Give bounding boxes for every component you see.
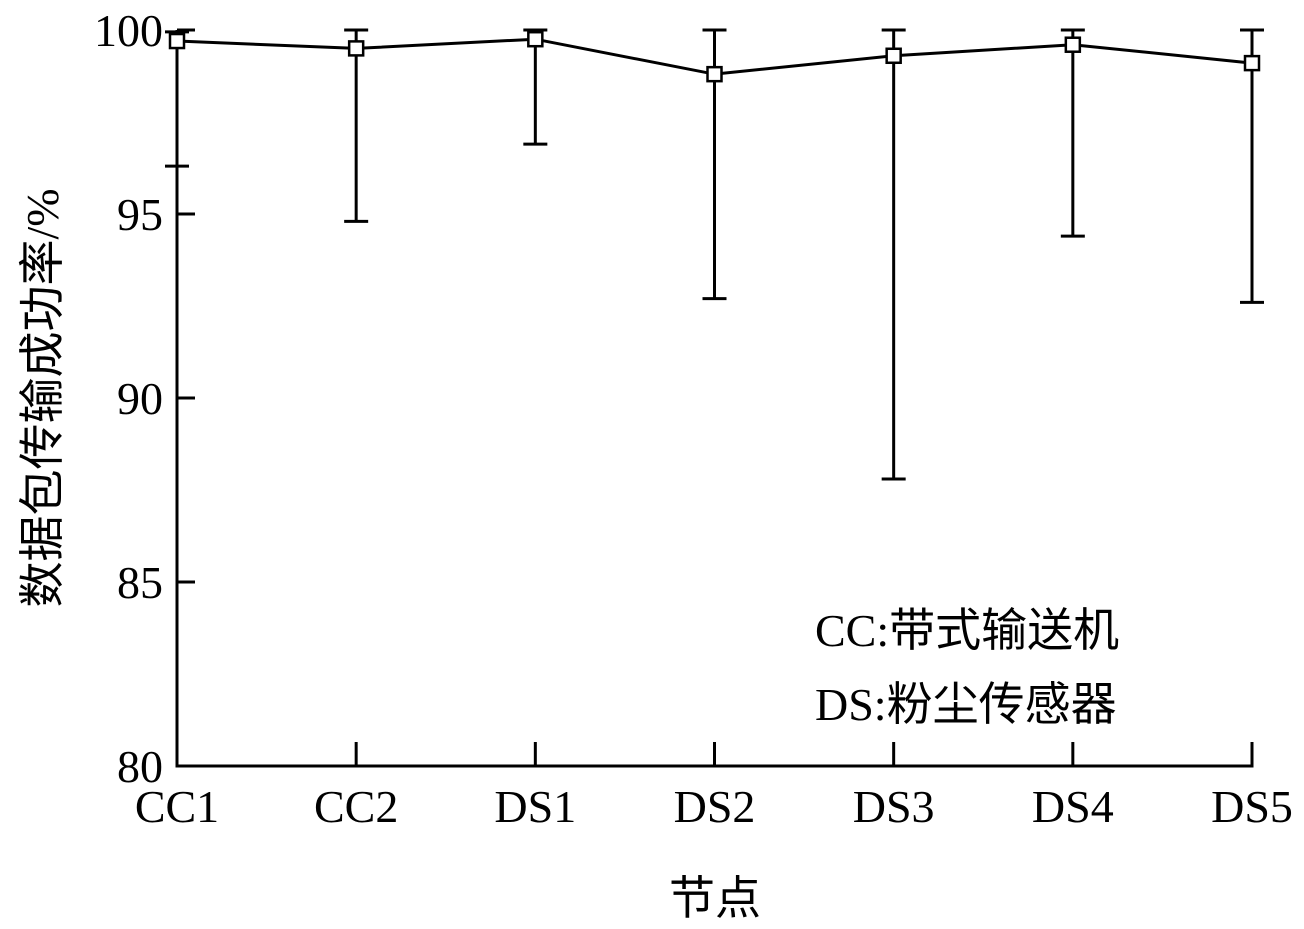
data-point-marker <box>1243 54 1261 72</box>
data-point-marker <box>706 65 723 83</box>
x-tick-label: DS3 <box>853 781 935 832</box>
x-axis-label: 节点 <box>669 873 761 924</box>
markers <box>168 30 1261 83</box>
data-point-marker <box>1064 36 1082 53</box>
y-axis-label: 数据包传输成功率/% <box>17 188 68 607</box>
data-point-marker <box>347 40 365 57</box>
x-tick-label: CC2 <box>314 781 398 832</box>
x-tick-label: CC1 <box>135 781 219 832</box>
x-tick-label: DS1 <box>494 781 576 832</box>
y-tick-label: 80 <box>117 741 163 792</box>
legend-note-ds: DS:粉尘传感器 <box>815 679 1117 730</box>
legend-note-cc: CC:带式输送机 <box>815 605 1119 656</box>
data-point-marker <box>885 47 902 65</box>
x-tick-label: DS5 <box>1211 781 1293 832</box>
y-tick-label: 95 <box>117 189 163 240</box>
axes: 80 85 90 95 100 CC1 CC2 DS1 DS2 DS3 DS4 DS5 <box>94 5 1293 832</box>
data-point-marker <box>168 32 186 50</box>
y-tick-label: 100 <box>94 5 163 56</box>
error-bars <box>165 28 1264 481</box>
x-tick-label: DS2 <box>674 781 756 832</box>
data-point-marker <box>527 30 544 48</box>
x-tick-label: DS4 <box>1032 781 1114 832</box>
y-tick-label: 90 <box>117 373 163 424</box>
y-tick-label: 85 <box>117 557 163 608</box>
